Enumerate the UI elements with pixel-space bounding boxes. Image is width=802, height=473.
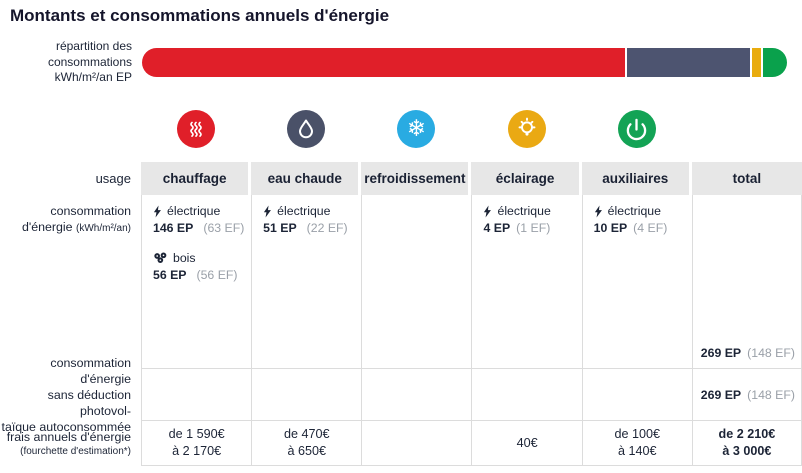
cell-energy-total: 269 EP (148 EF) [691, 195, 802, 370]
page-title: Montants et consommations annuels d'éner… [10, 6, 390, 25]
cell-cost-auxiliaires: de 100€ à 140€ [581, 421, 692, 467]
usage-icons-row: ❄ [0, 107, 802, 151]
cell-cost-eclairage: 40€ [471, 421, 582, 467]
electric-icon [594, 205, 602, 218]
cell-cost-eau-chaude: de 470€ à 650€ [251, 421, 362, 467]
cell-pv-auxiliaires [581, 369, 692, 422]
column-header-eau-chaude: eau chaude [251, 162, 359, 196]
electric-icon [153, 205, 161, 218]
energy-entry: électrique 4 EP (1 EF) [483, 204, 551, 236]
cell-pv-total: 269 EP (148 EF) [691, 369, 802, 422]
energy-entry: électrique 146 EP (63 EF) [153, 204, 245, 236]
electric-icon [484, 205, 492, 218]
cell-pv-refroidissement [361, 369, 472, 422]
cell-cost-total: de 2 210€ à 3 000€ [691, 421, 802, 467]
bar-segment-eau chaude [627, 47, 750, 77]
row-label-energy-consumption: consommation d'énergie (kWh/m²/an) [21, 204, 131, 235]
column-header-total: total [691, 162, 802, 196]
column-header-auxiliaires: auxiliaires [581, 162, 689, 196]
bar-label: répartition des consommations kWh/m²/an … [47, 39, 132, 84]
cell-cost-chauffage: de 1 590€ à 2 170€ [141, 421, 252, 467]
usage-label: usage [95, 171, 131, 187]
bar-segment-auxiliaires [763, 47, 787, 77]
wood-icon [154, 252, 167, 264]
cell-pv-eclairage [471, 369, 582, 422]
cell-energy-refroidissement [361, 195, 472, 370]
electric-icon [264, 205, 272, 218]
snowflake-icon: ❄ [397, 110, 436, 149]
bar-segment-éclairage [751, 47, 762, 77]
consumption-stacked-bar [142, 47, 787, 77]
energy-entry: bois 56 EP (56 EF) [153, 251, 238, 283]
power-icon [617, 110, 656, 149]
column-header-eclairage: éclairage [471, 162, 579, 196]
heating-icon [177, 110, 216, 149]
column-header-refroidissement: refroidissement [361, 162, 469, 196]
water-drop-icon [287, 110, 326, 149]
cell-pv-chauffage [141, 369, 252, 422]
energy-entry: électrique 10 EP (4 EF) [593, 204, 668, 236]
column-header-chauffage: chauffage [141, 162, 249, 196]
cell-energy-eclairage: électrique 4 EP (1 EF) [471, 195, 582, 370]
cell-pv-eau-chaude [251, 369, 362, 422]
row-label-pv: consommation d'énergie sans déduction ph… [1, 355, 132, 435]
bar-segment-chauffage [142, 47, 626, 77]
cell-cost-refroidissement [361, 421, 472, 467]
cell-energy-eau-chaude: électrique 51 EP (22 EF) [251, 195, 362, 370]
energy-table: usage chauffage eau chaude refroidisseme… [0, 162, 802, 467]
cell-energy-auxiliaires: électrique 10 EP (4 EF) [581, 195, 692, 370]
consumption-distribution-section: répartition des consommations kWh/m²/an … [0, 39, 802, 85]
row-label-cost: frais annuels d'énergie (fourchette d'es… [6, 430, 131, 458]
lightbulb-icon [507, 110, 546, 149]
energy-entry: électrique 51 EP (22 EF) [263, 204, 348, 236]
cell-energy-chauffage: électrique 146 EP (63 EF) bois 56 EP (56… [141, 195, 252, 370]
